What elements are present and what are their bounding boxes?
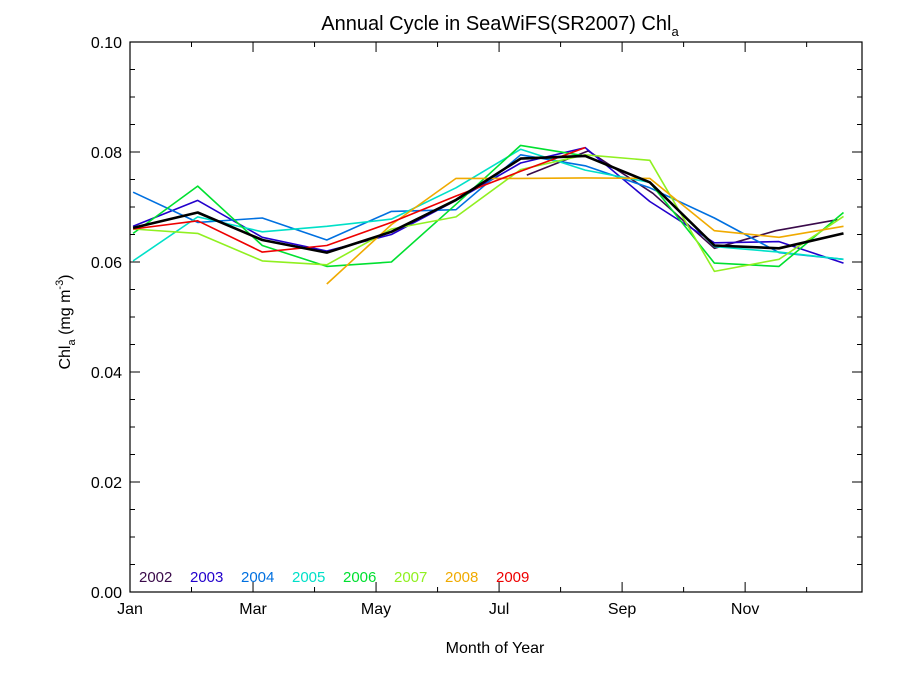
legend-entry-2006: 2006	[343, 569, 376, 586]
plot-area: 0.00 0.02 0.04 0.06 0.08 0.10 Jan Mar May Jul Sep N…	[91, 35, 863, 618]
y-label-main: Chl	[57, 346, 74, 370]
legend-entry-2004: 2004	[241, 569, 274, 586]
y-tick-label: 0.00	[91, 585, 122, 602]
title-subscript: a	[671, 24, 679, 39]
x-tick-label: Jan	[117, 601, 143, 618]
svg-text:Chla (mg m-3): Chla (mg m-3)	[54, 274, 78, 369]
y-label-superscript: -3	[54, 280, 66, 290]
mean-line	[132, 154, 844, 254]
x-axis-label: Month of Year	[446, 640, 545, 657]
plot-frame	[129, 41, 863, 593]
x-tick-label: Sep	[608, 601, 637, 618]
y-label-close: )	[57, 274, 74, 279]
y-tick-label: 0.08	[91, 145, 122, 162]
y-tick-label: 0.04	[91, 365, 122, 382]
legend-entry-2007: 2007	[394, 569, 427, 586]
series-line-2005	[132, 148, 844, 262]
legend-entry-2002: 2002	[139, 569, 172, 586]
x-tick-label: Nov	[731, 601, 759, 618]
legend-entry-2008: 2008	[445, 569, 478, 586]
y-axis-label: Chla (mg m-3)	[54, 274, 78, 369]
x-tick-label: May	[361, 601, 391, 618]
y-tick-label: 0.06	[91, 255, 122, 272]
series-line-2008	[326, 177, 844, 285]
x-tick-label: Mar	[239, 601, 267, 618]
title-main: Annual Cycle in SeaWiFS(SR2007) Chl	[321, 13, 671, 35]
chart-title: Annual Cycle in SeaWiFS(SR2007) Chla	[321, 13, 679, 39]
series-line-2009	[132, 146, 586, 253]
y-label-units: (mg m	[57, 290, 74, 340]
legend-entry-2003: 2003	[190, 569, 223, 586]
y-label-subscript: a	[66, 339, 78, 346]
x-tick-label: Jul	[489, 601, 509, 618]
legend: 2002 2003 2004 2005 2006 2007 2008 2009	[139, 569, 529, 586]
series-line-2007	[133, 154, 844, 273]
legend-entry-2009: 2009	[496, 569, 529, 586]
legend-entry-2005: 2005	[292, 569, 325, 586]
series-line-2004	[132, 154, 844, 261]
y-tick-label: 0.02	[91, 475, 122, 492]
y-tick-label: 0.10	[91, 35, 122, 52]
